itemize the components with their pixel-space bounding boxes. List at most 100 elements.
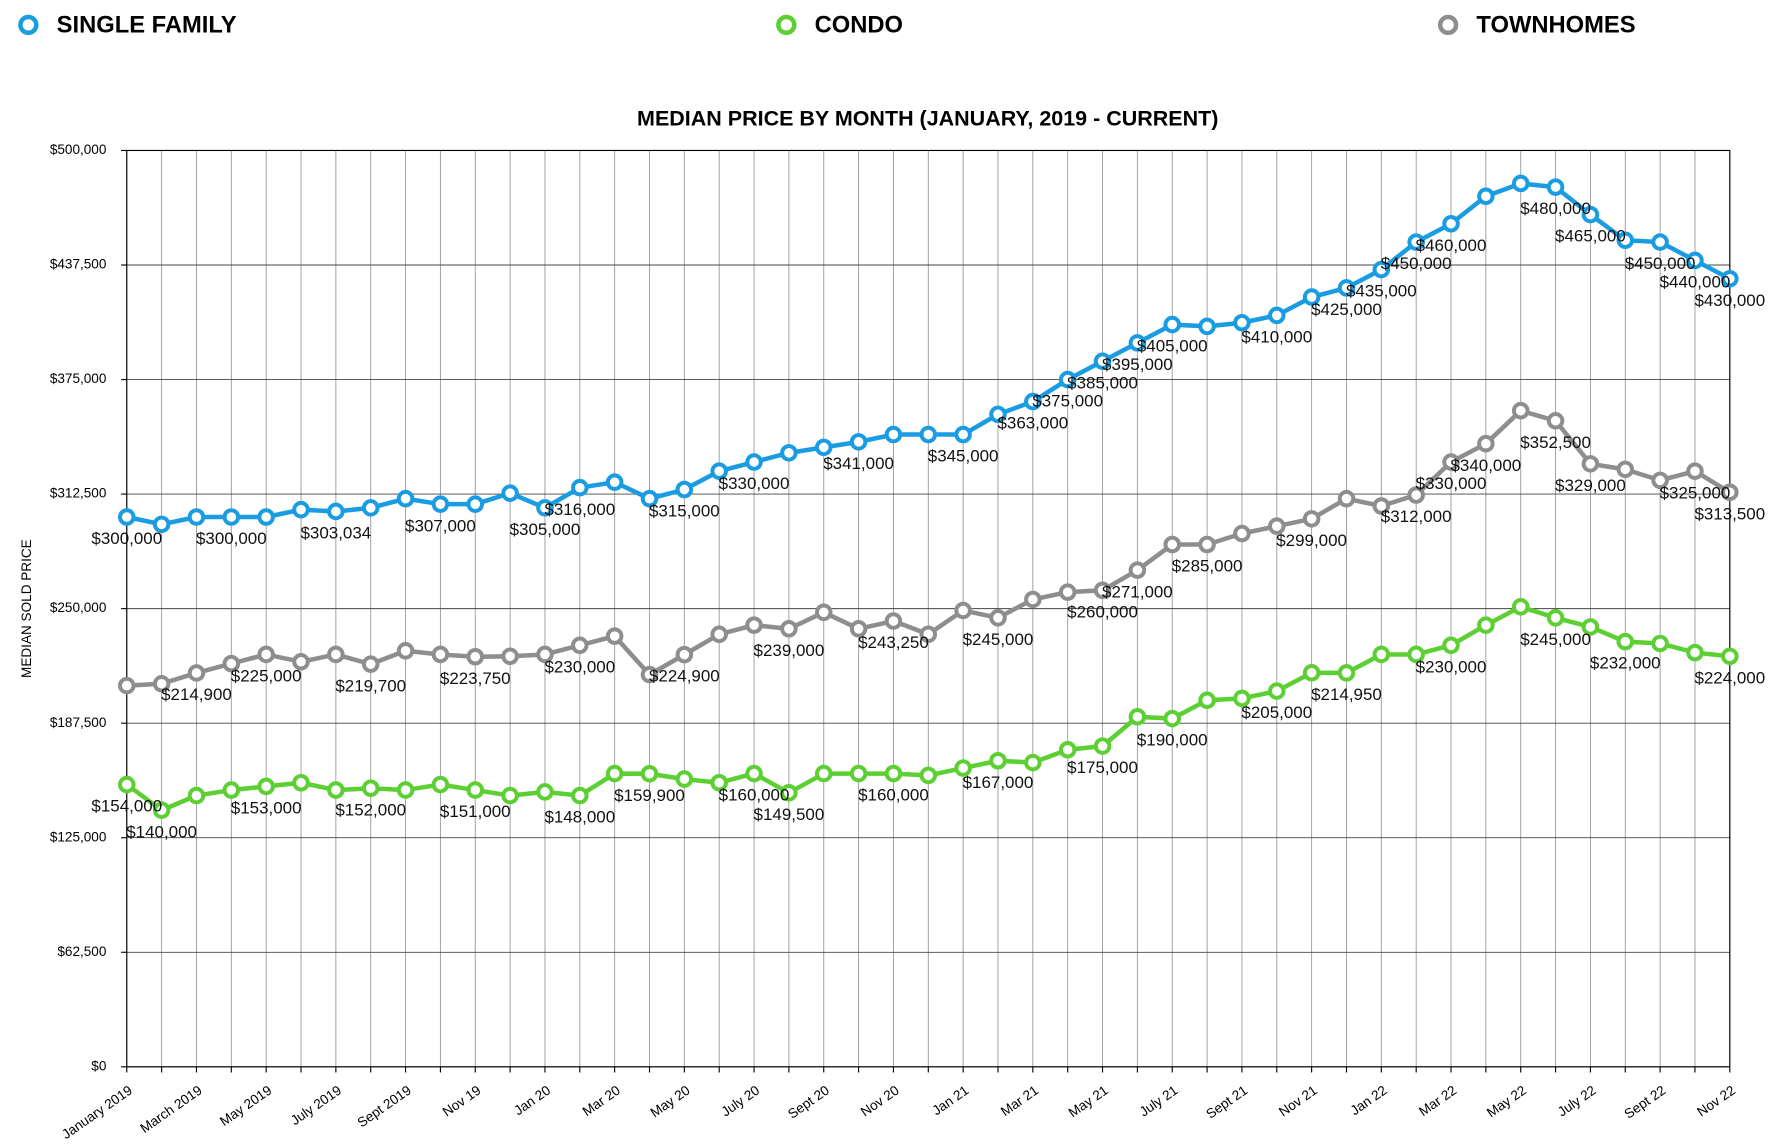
data-point [1442, 215, 1460, 233]
y-tick-label: $125,000 [50, 829, 107, 844]
data-point [710, 773, 728, 792]
data-label: $167,000 [963, 773, 1034, 792]
data-label: $410,000 [1241, 328, 1312, 347]
data-label: $330,000 [1416, 474, 1487, 493]
data-label: $313,500 [1694, 504, 1765, 523]
data-point [1058, 370, 1077, 389]
data-point [989, 609, 1007, 627]
data-point [814, 438, 833, 457]
data-point [1198, 691, 1216, 710]
data-point [1616, 231, 1635, 250]
data-point [1268, 682, 1286, 700]
data-point [1686, 643, 1704, 662]
legend-label: SINGLE FAMILY [57, 11, 237, 38]
data-point [327, 781, 345, 799]
legend-marker [776, 14, 797, 36]
data-point [1581, 618, 1600, 636]
data-point [814, 764, 833, 783]
data-point [1093, 737, 1112, 755]
data-label: $152,000 [335, 800, 406, 819]
data-label: $245,000 [1520, 630, 1591, 649]
data-point [919, 766, 938, 785]
data-label: $440,000 [1660, 273, 1731, 292]
data-point [1686, 462, 1704, 480]
data-point [1651, 471, 1669, 490]
data-point [954, 601, 972, 620]
data-point [1093, 581, 1112, 600]
data-label: $175,000 [1067, 758, 1138, 777]
data-point [1268, 517, 1286, 535]
data-point [466, 495, 485, 513]
data-label: $140,000 [126, 822, 197, 841]
legend-label: CONDO [815, 11, 903, 38]
data-point [1128, 561, 1147, 579]
data-label: $224,000 [1694, 668, 1765, 687]
data-point [1442, 453, 1460, 471]
data-label: $223,750 [440, 669, 511, 688]
data-point [1407, 233, 1425, 251]
chart-title: MEDIAN PRICE BY MONTH (JANUARY, 2019 - C… [637, 107, 1218, 131]
data-point [989, 405, 1007, 424]
data-point [501, 786, 519, 805]
data-label: $450,000 [1381, 254, 1452, 273]
data-point [780, 620, 798, 638]
data-point [1511, 598, 1530, 616]
data-point [536, 499, 554, 517]
data-label: $243,250 [858, 633, 929, 652]
data-point [152, 515, 171, 534]
data-point [1546, 609, 1565, 627]
data-point [1721, 269, 1739, 288]
data-label: $325,000 [1660, 483, 1731, 502]
legend-marker [1437, 14, 1459, 36]
data-label: $395,000 [1102, 355, 1173, 374]
data-point [1616, 632, 1635, 651]
data-point [1407, 486, 1425, 504]
data-point [1093, 352, 1112, 370]
data-label: $245,000 [963, 630, 1034, 649]
data-point [1302, 288, 1321, 306]
data-label: $148,000 [544, 808, 615, 827]
data-point [1128, 707, 1147, 726]
data-label: $435,000 [1346, 282, 1417, 301]
data-point [361, 655, 380, 673]
data-point [884, 425, 903, 444]
data-label: $271,000 [1102, 582, 1173, 601]
data-label: $307,000 [405, 516, 476, 535]
data-point [292, 500, 310, 519]
data-point [501, 647, 519, 666]
data-point [919, 425, 938, 444]
data-point [1024, 392, 1042, 411]
data-point [118, 676, 136, 695]
data-label: $352,500 [1520, 433, 1591, 452]
y-tick-label: $437,500 [50, 257, 107, 272]
y-tick-label: $187,500 [50, 715, 107, 730]
data-point [1233, 689, 1251, 708]
y-tick-label: $500,000 [50, 142, 107, 157]
data-point [605, 473, 624, 491]
data-point [396, 489, 415, 508]
data-point [675, 770, 694, 788]
data-point [1163, 535, 1182, 554]
data-point [1198, 317, 1216, 336]
data-label: $225,000 [231, 667, 302, 686]
data-point [710, 462, 728, 480]
legend-item: CONDO [776, 11, 903, 38]
data-point [1477, 616, 1495, 634]
data-point [745, 616, 763, 634]
data-label: $305,000 [510, 520, 581, 539]
data-point [257, 508, 275, 526]
data-point [1058, 583, 1077, 601]
data-point [1233, 524, 1251, 543]
data-point [745, 764, 763, 783]
data-point [1581, 205, 1600, 224]
data-label: $159,900 [614, 786, 685, 805]
data-point [605, 627, 624, 645]
y-axis-label: MEDIAN SOLD PRICE [19, 539, 34, 678]
data-label: $230,000 [544, 657, 615, 676]
data-point [1721, 647, 1739, 666]
data-point [1302, 664, 1321, 682]
data-label: $232,000 [1590, 654, 1661, 673]
data-point [1581, 455, 1600, 473]
data-point [187, 664, 206, 682]
